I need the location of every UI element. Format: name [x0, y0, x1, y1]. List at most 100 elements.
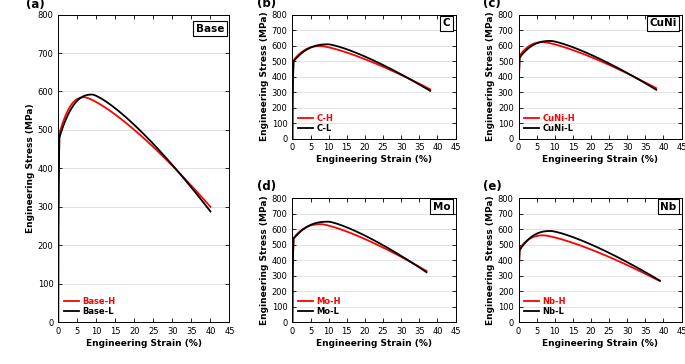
X-axis label: Engineering Strain (%): Engineering Strain (%): [316, 339, 432, 348]
CuNi-L: [515, 76, 523, 80]
Line: C-H: C-H: [292, 46, 430, 139]
C-L: [288, 136, 297, 141]
C-H: [329, 46, 338, 51]
CuNi-H: [529, 42, 537, 46]
Nb-L: [530, 233, 538, 238]
Line: Nb-L: Nb-L: [519, 231, 660, 322]
Base-H: [81, 95, 89, 99]
Base-L: [80, 94, 88, 98]
Text: (d): (d): [257, 180, 275, 193]
CuNi-L: [547, 39, 556, 43]
Base-H: [63, 109, 71, 114]
Base-L: [88, 92, 97, 97]
C-H: [310, 44, 319, 49]
Nb-H: [552, 236, 560, 240]
Nb-H: [515, 265, 523, 270]
CuNi-H: [514, 136, 523, 141]
Base-H: [55, 180, 63, 184]
Nb-H: [523, 238, 532, 242]
Nb-H: [529, 235, 537, 240]
Line: CuNi-H: CuNi-H: [519, 42, 656, 139]
Base-H: [74, 96, 82, 100]
Text: (a): (a): [26, 0, 45, 12]
C-L: [289, 79, 297, 83]
Nb-H: [540, 233, 548, 237]
Mo-H: [329, 225, 337, 229]
CuNi-L: [652, 88, 660, 92]
Mo-H: [298, 228, 306, 232]
CuNi-H: [515, 75, 523, 79]
Base-H: [69, 100, 77, 104]
Y-axis label: Engineering Stress (MPa): Engineering Stress (MPa): [260, 12, 269, 141]
Nb-H: [534, 234, 542, 238]
C-L: [305, 46, 313, 51]
Line: Mo-L: Mo-L: [292, 222, 427, 322]
Nb-H: [514, 320, 523, 324]
Y-axis label: Engineering Stress (MPa): Engineering Stress (MPa): [486, 12, 495, 141]
Mo-L: [423, 270, 431, 274]
C-H: [305, 46, 313, 50]
Nb-L: [514, 320, 523, 324]
Mo-L: [301, 226, 309, 230]
C-H: [302, 47, 310, 52]
X-axis label: Engineering Strain (%): Engineering Strain (%): [316, 155, 432, 164]
X-axis label: Engineering Strain (%): Engineering Strain (%): [542, 339, 658, 348]
Mo-H: [288, 320, 297, 324]
Mo-H: [302, 225, 310, 230]
Line: CuNi-L: CuNi-L: [519, 41, 656, 139]
C-L: [301, 49, 309, 53]
Base-L: [73, 98, 82, 103]
Text: (b): (b): [257, 0, 275, 9]
Legend: C-H, C-L: C-H, C-L: [297, 112, 335, 134]
Base-H: [54, 320, 62, 324]
Mo-H: [423, 269, 431, 273]
X-axis label: Engineering Strain (%): Engineering Strain (%): [86, 339, 202, 348]
C-H: [298, 50, 306, 54]
Mo-L: [316, 220, 324, 225]
Text: (e): (e): [483, 180, 501, 193]
Nb-L: [533, 232, 541, 236]
Text: C: C: [443, 18, 451, 28]
Text: (c): (c): [483, 0, 500, 9]
Base-H: [206, 205, 214, 209]
X-axis label: Engineering Strain (%): Engineering Strain (%): [542, 155, 658, 164]
Mo-L: [305, 223, 313, 228]
CuNi-L: [533, 41, 541, 46]
Base-L: [206, 209, 214, 214]
Base-L: [55, 183, 63, 187]
Nb-L: [656, 278, 664, 283]
C-L: [336, 45, 344, 49]
Mo-H: [317, 222, 325, 226]
Base-L: [70, 102, 78, 107]
Text: CuNi: CuNi: [649, 18, 677, 28]
CuNi-L: [539, 39, 547, 44]
Y-axis label: Engineering Stress (MPa): Engineering Stress (MPa): [26, 103, 35, 233]
Text: Mo: Mo: [433, 202, 451, 212]
C-H: [426, 87, 434, 91]
CuNi-H: [540, 40, 548, 44]
Mo-L: [325, 219, 333, 224]
Legend: Mo-H, Mo-L: Mo-H, Mo-L: [297, 296, 342, 318]
Nb-L: [539, 229, 547, 234]
Base-L: [101, 99, 110, 103]
C-L: [325, 42, 333, 47]
CuNi-H: [534, 40, 542, 45]
C-H: [289, 78, 297, 83]
Nb-H: [656, 279, 664, 283]
CuNi-L: [558, 41, 566, 46]
CuNi-H: [652, 86, 660, 90]
Base-L: [54, 320, 62, 324]
Y-axis label: Engineering Stress (MPa): Engineering Stress (MPa): [486, 195, 495, 325]
Legend: CuNi-H, CuNi-L: CuNi-H, CuNi-L: [523, 112, 577, 134]
C-H: [317, 44, 325, 48]
C-L: [426, 89, 434, 93]
Legend: Nb-H, Nb-L: Nb-H, Nb-L: [523, 296, 568, 318]
Base-L: [66, 109, 74, 113]
C-H: [288, 136, 297, 141]
CuNi-L: [530, 43, 538, 47]
Line: Nb-H: Nb-H: [519, 235, 660, 322]
Mo-H: [310, 222, 319, 227]
Line: C-L: C-L: [292, 44, 430, 139]
Text: Base: Base: [196, 24, 224, 34]
Nb-H: [526, 236, 534, 241]
